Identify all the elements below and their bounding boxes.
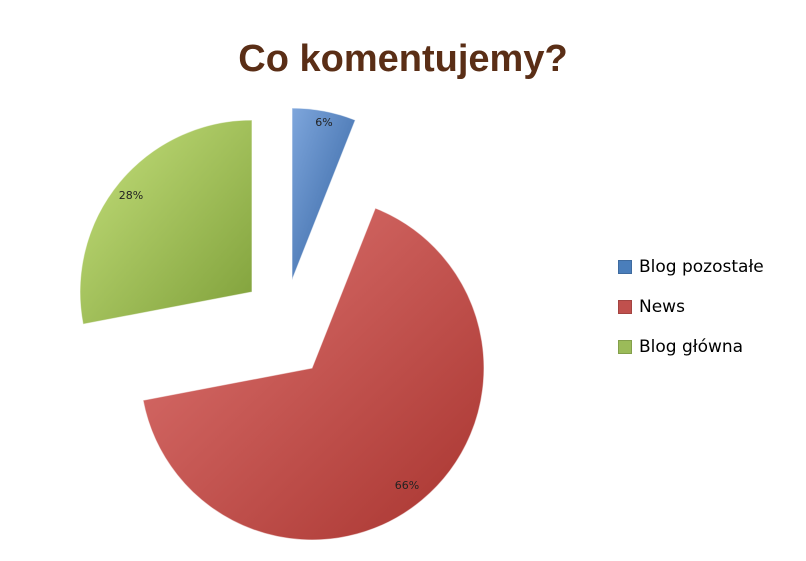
legend-swatch	[618, 300, 632, 314]
pie-slice-news	[142, 207, 485, 541]
pie-slice-blog-pozosta-e	[291, 107, 356, 281]
legend-swatch	[618, 260, 632, 274]
data-label: 6%	[315, 116, 332, 129]
data-label: 66%	[395, 479, 419, 492]
legend-label: Blog pozostałe	[639, 257, 764, 277]
legend-label: Blog główna	[639, 337, 744, 357]
data-label: 28%	[119, 189, 143, 202]
legend: Blog pozostałe News Blog główna	[618, 256, 764, 376]
legend-swatch	[618, 340, 632, 354]
legend-item-blog-glowna: Blog główna	[618, 336, 764, 358]
chart-title: Co komentujemy?	[238, 38, 568, 80]
legend-item-news: News	[618, 296, 764, 318]
pie-slice-blog-g-wna	[79, 119, 253, 325]
legend-label: News	[639, 297, 685, 317]
legend-item-blog-pozostale: Blog pozostałe	[618, 256, 764, 278]
